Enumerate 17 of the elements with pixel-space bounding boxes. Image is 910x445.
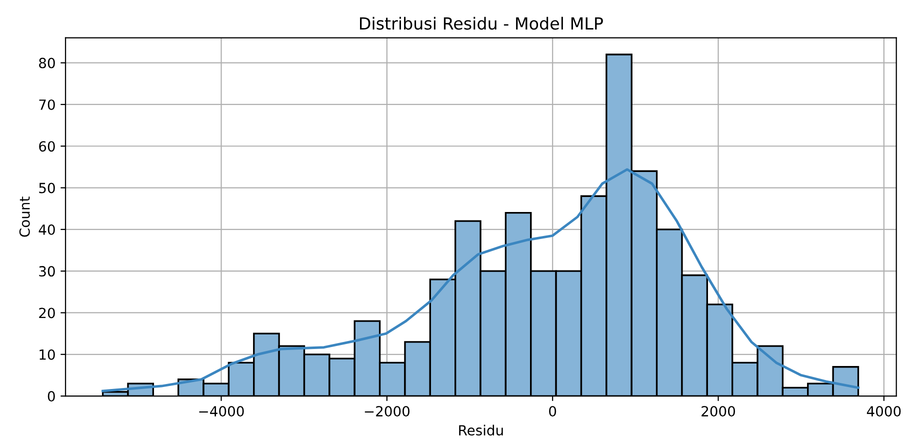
y-tick-label: 30 — [39, 266, 55, 277]
y-axis-title: Count — [19, 196, 30, 237]
x-tick-label: 4000 — [866, 406, 901, 417]
y-tick-label: 20 — [39, 308, 55, 318]
x-tick-label: 0 — [549, 406, 556, 417]
y-tick-label: 0 — [48, 391, 55, 402]
y-tick-label: 40 — [38, 224, 55, 235]
y-tick-label: 10 — [40, 349, 55, 360]
x-tick-label: −4000 — [199, 406, 244, 417]
x-tick-label: −2000 — [364, 406, 410, 417]
y-tick-label: 70 — [39, 99, 55, 110]
y-tick-label: 60 — [39, 141, 55, 152]
y-tick-label: 50 — [39, 182, 55, 194]
x-axis-title: Residu — [459, 424, 503, 436]
x-tick-label: 2000 — [702, 406, 736, 417]
y-tick-label: 80 — [39, 58, 55, 68]
chart-title: Distribusi Residu - Model MLP — [360, 16, 603, 30]
